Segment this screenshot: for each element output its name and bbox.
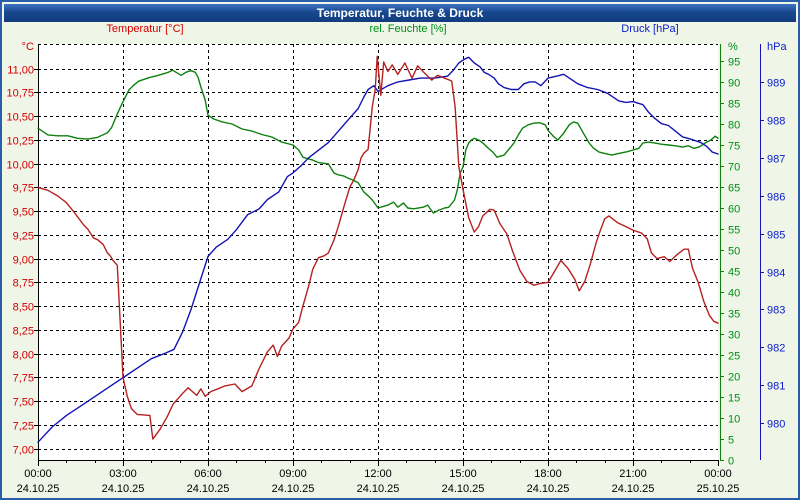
x-axis-date-label: 24.10.25 — [357, 483, 400, 495]
pressure-tick-label: 986 — [767, 192, 785, 204]
humidity-tick-label: 50 — [728, 246, 740, 258]
humidity-tick-label: 40 — [728, 288, 740, 300]
pressure-tick-label: 985 — [767, 230, 785, 242]
temperature-tick-label: 11,00 — [7, 65, 34, 77]
humidity-tick-label: 55 — [728, 225, 740, 237]
pressure-tick-label: 981 — [767, 381, 785, 393]
humidity-tick-label: 25 — [728, 351, 740, 363]
x-axis-date-label: 24.10.25 — [17, 483, 60, 495]
humidity-tick-label: 95 — [728, 57, 740, 69]
x-axis-date-label: 24.10.25 — [442, 483, 485, 495]
humidity-tick-label: 30 — [728, 330, 740, 342]
temperature-tick-label: 8,75 — [13, 278, 34, 290]
humidity-tick-label: 20 — [728, 372, 740, 384]
x-axis-date-label: 25.10.25 — [697, 483, 740, 495]
temperature-tick-label: 7,25 — [13, 421, 34, 433]
humidity-tick-label: 80 — [728, 120, 740, 132]
temperature-tick-label: 9,00 — [13, 255, 34, 267]
x-axis-date-label: 24.10.25 — [612, 483, 655, 495]
temperature-tick-label: 8,50 — [13, 302, 34, 314]
temperature-tick-label: 10,75 — [6, 88, 34, 100]
pressure-tick-label: 983 — [767, 305, 785, 317]
pressure-tick-label: 984 — [767, 268, 785, 280]
temperature-tick-label: 8,00 — [13, 350, 34, 362]
series-line-temperature — [37, 55, 719, 440]
plot-background — [38, 44, 718, 460]
temperature-tick-label: 9,75 — [13, 183, 34, 195]
pressure-axis-title: Druck [hPa] — [621, 23, 679, 35]
humidity-tick-label: 75 — [728, 141, 740, 153]
humidity-tick-label: 70 — [728, 162, 740, 174]
temperature-tick-label: 10,00 — [6, 160, 34, 172]
x-axis-date-label: 24.10.25 — [187, 483, 230, 495]
x-axis-time-label: 21:00 — [619, 468, 647, 480]
window-title: Temperatur, Feuchte & Druck — [316, 6, 484, 20]
pressure-tick-label: 980 — [767, 419, 785, 431]
x-axis-time-label: 15:00 — [449, 468, 477, 480]
x-axis-date-label: 24.10.25 — [527, 483, 570, 495]
x-axis-time-label: 18:00 — [534, 468, 562, 480]
temperature-tick-label: 7,50 — [13, 397, 34, 409]
temperature-tick-label: 9,50 — [13, 207, 34, 219]
pressure-tick-label: 982 — [767, 343, 785, 355]
temperature-tick-label: 10,50 — [6, 112, 34, 124]
humidity-tick-label: 90 — [728, 78, 740, 90]
humidity-axis-title: rel. Feuchte [%] — [369, 23, 447, 35]
temperature-tick-label: 8,25 — [13, 326, 34, 338]
humidity-tick-label: 85 — [728, 99, 740, 111]
humidity-tick-label: 35 — [728, 309, 740, 321]
temperature-tick-label: 7,75 — [13, 373, 34, 385]
pressure-tick-label: 988 — [767, 116, 785, 128]
temperature-tick-label: 9,25 — [13, 231, 34, 243]
temperature-tick-label: 7,00 — [13, 445, 34, 457]
x-axis-time-label: 03:00 — [109, 468, 137, 480]
humidity-tick-label: 15 — [728, 393, 740, 405]
temperature-axis-title: Temperatur [°C] — [106, 23, 184, 35]
x-axis-time-label: 06:00 — [194, 468, 222, 480]
pressure-unit-label: hPa — [767, 41, 787, 53]
x-axis-time-label: 00:00 — [704, 468, 732, 480]
x-axis-time-label: 00:00 — [24, 468, 52, 480]
x-axis-date-label: 24.10.25 — [102, 483, 145, 495]
x-axis-time-label: 12:00 — [364, 468, 392, 480]
series-line-humidity — [37, 69, 719, 214]
humidity-tick-label: 60 — [728, 204, 740, 216]
humidity-unit-label: % — [728, 41, 738, 53]
pressure-tick-label: 987 — [767, 154, 785, 166]
series-line-pressure — [37, 56, 719, 443]
humidity-tick-label: 0 — [728, 456, 734, 468]
x-axis-time-label: 09:00 — [279, 468, 307, 480]
humidity-tick-label: 65 — [728, 183, 740, 195]
temperature-tick-label: 10,25 — [6, 136, 34, 148]
temperature-unit-label: °C — [22, 41, 34, 53]
humidity-tick-label: 5 — [728, 435, 734, 447]
window-titlebar: Temperatur, Feuchte & Druck — [4, 4, 796, 22]
x-axis-date-label: 24.10.25 — [272, 483, 315, 495]
pressure-tick-label: 989 — [767, 78, 785, 90]
humidity-tick-label: 45 — [728, 267, 740, 279]
humidity-tick-label: 10 — [728, 414, 740, 426]
